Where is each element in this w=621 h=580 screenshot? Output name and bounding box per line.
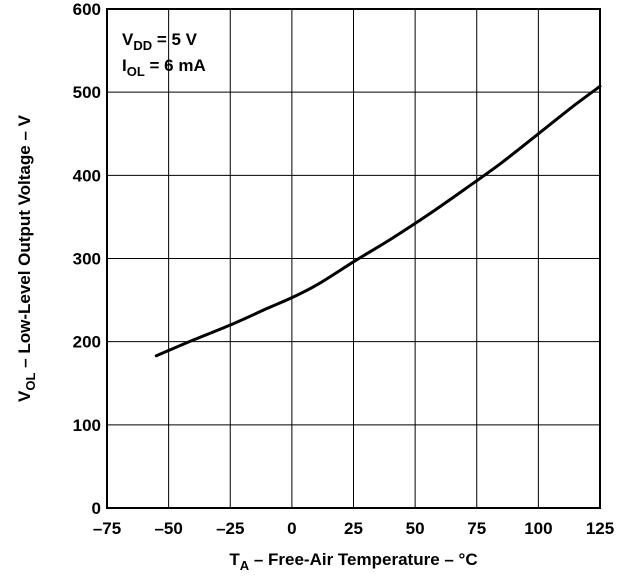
annotation-1-main: I: [122, 56, 127, 75]
y-tick-label-6: 600: [73, 0, 101, 19]
x-tick-label-6: 75: [467, 519, 486, 538]
x-tick-label-2: –25: [216, 519, 244, 538]
x-tick-label-0: –75: [93, 519, 121, 538]
y-axis-title-main: V: [15, 390, 34, 402]
x-tick-label-4: 25: [344, 519, 363, 538]
x-tick-label-5: 50: [406, 519, 425, 538]
y-tick-label-0: 0: [92, 499, 101, 518]
annotation-0-rest: = 5 V: [152, 30, 198, 49]
y-tick-label-2: 200: [73, 333, 101, 352]
y-tick-label-3: 300: [73, 250, 101, 269]
y-axis-title-subscript: OL: [23, 373, 38, 391]
series-line-0: [154, 84, 602, 358]
annotation-1-subscript: OL: [127, 64, 145, 79]
x-axis-title: TA – Free-Air Temperature – °C: [229, 550, 477, 573]
x-tick-label-1: –50: [154, 519, 182, 538]
y-tick-label-1: 100: [73, 416, 101, 435]
y-axis-title-rest: – Low-Level Output Voltage – V: [15, 114, 34, 372]
y-tick-label-4: 400: [73, 166, 101, 185]
plot-frame: [106, 8, 601, 509]
annotation-1: IOL = 6 mA: [122, 56, 206, 79]
x-axis-title-rest: – Free-Air Temperature – °C: [249, 550, 478, 569]
annotation-0-subscript: DD: [133, 38, 152, 53]
x-axis-title-subscript: A: [240, 558, 250, 573]
annotation-box: VDD = 5 V IOL = 6 mA: [122, 30, 206, 79]
x-axis-title-main: T: [229, 550, 240, 569]
y-tick-label-5: 500: [73, 83, 101, 102]
grid-lines: [106, 8, 601, 509]
x-tick-label-8: 125: [586, 519, 614, 538]
x-tick-label-7: 100: [524, 519, 552, 538]
y-tick-labels: 0 100 200 300 400 500 600: [73, 0, 101, 518]
y-axis-title: VOL – Low-Level Output Voltage – V: [15, 114, 38, 402]
series-group: [154, 84, 602, 358]
annotation-0-main: V: [122, 30, 134, 49]
x-tick-labels: –75 –50 –25 0 25 50 75 100 125: [93, 519, 614, 538]
annotation-0: VDD = 5 V: [122, 30, 198, 53]
x-tick-label-3: 0: [287, 519, 296, 538]
annotation-1-rest: = 6 mA: [145, 56, 206, 75]
